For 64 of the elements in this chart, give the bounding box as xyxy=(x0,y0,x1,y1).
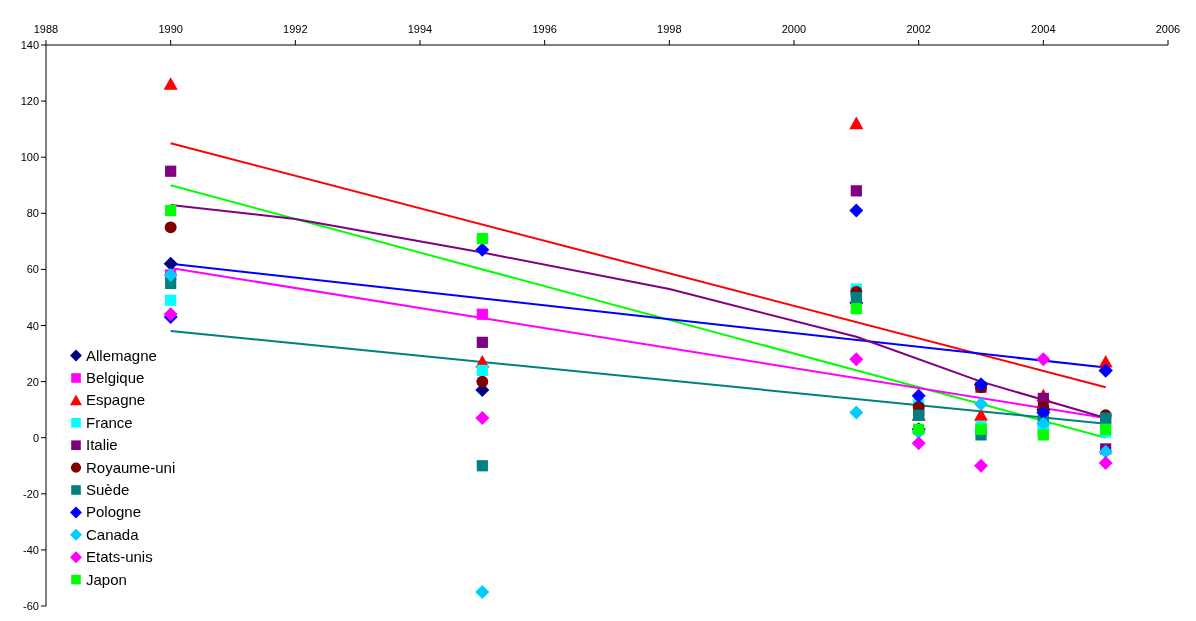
point xyxy=(163,77,178,90)
legend-label: Japon xyxy=(86,570,127,588)
point xyxy=(974,408,988,421)
x-tick-label: 1992 xyxy=(283,23,308,35)
point xyxy=(911,388,926,403)
legend-label: Espagne xyxy=(86,391,146,409)
point xyxy=(849,203,864,218)
point xyxy=(1037,429,1049,441)
point xyxy=(476,460,488,472)
point xyxy=(163,256,178,271)
x-tick-label: 1990 xyxy=(158,23,183,35)
point xyxy=(475,411,490,426)
point xyxy=(476,308,488,320)
point xyxy=(850,185,862,197)
point xyxy=(475,242,490,257)
point xyxy=(1098,444,1113,459)
point xyxy=(1036,352,1051,367)
x-tick-label: 1988 xyxy=(33,23,59,35)
y-tick-label: -40 xyxy=(23,543,39,556)
legend-label: Pologne xyxy=(86,503,142,521)
y-tick-label: 140 xyxy=(20,39,39,51)
point xyxy=(850,303,862,315)
point xyxy=(974,458,988,473)
y-tick-label: 40 xyxy=(26,319,39,332)
x-tick-label: 2000 xyxy=(781,23,807,35)
y-tick-label: 20 xyxy=(26,375,39,388)
point xyxy=(165,165,177,177)
y-tick-label: 120 xyxy=(20,95,39,108)
y-tick-label: 0 xyxy=(32,431,39,444)
point xyxy=(849,405,864,420)
legend-label: Etats-unis xyxy=(86,548,153,566)
legend-label: Suède xyxy=(86,481,130,498)
x-tick-label: 1998 xyxy=(657,23,682,35)
legend-label: Italie xyxy=(86,436,118,454)
point xyxy=(475,584,490,599)
legend-label: Royaume-uni xyxy=(86,458,176,476)
x-tick-label: 2004 xyxy=(1031,23,1056,35)
point xyxy=(911,436,926,451)
y-tick-label: 80 xyxy=(26,207,39,220)
point xyxy=(476,232,488,245)
point xyxy=(849,352,864,367)
x-tick-label: 2002 xyxy=(906,23,931,35)
y-tick-label: -60 xyxy=(23,600,39,612)
y-tick-label: 100 xyxy=(20,151,39,164)
point xyxy=(476,375,489,388)
point xyxy=(1098,455,1113,470)
legend-label: Belgique xyxy=(86,369,145,386)
point xyxy=(849,116,864,130)
point xyxy=(850,291,862,304)
point xyxy=(164,221,177,234)
legend-label: Allemagne xyxy=(86,346,157,364)
point xyxy=(1036,416,1051,431)
point xyxy=(974,397,988,412)
x-tick-label: 1994 xyxy=(407,23,433,35)
y-tick-label: -20 xyxy=(23,487,39,500)
x-tick-label: 2006 xyxy=(1155,23,1181,35)
y-tick-label: 60 xyxy=(26,263,39,276)
point xyxy=(165,294,177,306)
x-tick-label: 1996 xyxy=(532,23,557,35)
point xyxy=(476,336,488,348)
legend-label: Canada xyxy=(86,525,140,543)
point xyxy=(476,364,488,376)
legend-label: France xyxy=(86,413,133,431)
point xyxy=(165,204,177,217)
